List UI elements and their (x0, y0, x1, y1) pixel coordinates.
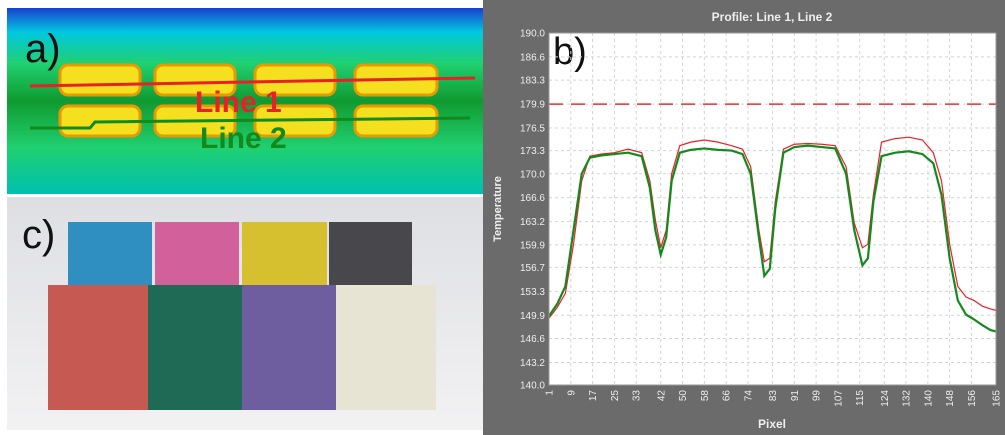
thermal-image: a) Line 1 Line 2 (7, 8, 483, 194)
chart-title: Profile: Line 1, Line 2 (712, 10, 833, 24)
x-tick-label: 50 (678, 390, 689, 402)
x-tick-label: 165 (992, 390, 1003, 407)
y-tick-label: 179.9 (520, 100, 545, 111)
y-axis-label: Temperature (492, 176, 504, 242)
x-tick-label: 1 (545, 390, 556, 396)
x-tick-label: 115 (855, 390, 866, 406)
line-label: Line 2 (200, 122, 287, 155)
x-axis-label: Pixel (758, 417, 786, 431)
x-tick-label: 132 (902, 390, 913, 407)
x-tick-label: 83 (768, 390, 779, 402)
y-tick-label: 170.0 (520, 169, 545, 180)
x-tick-label: 33 (632, 390, 643, 402)
y-tick-label: 166.6 (520, 193, 545, 204)
panel-label: b) (553, 31, 587, 73)
y-tick-label: 146.6 (520, 334, 545, 345)
x-tick-label: 140 (923, 390, 934, 407)
x-tick-label: 99 (812, 390, 823, 402)
x-tick-label: 42 (656, 390, 667, 402)
x-tick-label: 66 (722, 390, 733, 402)
y-tick-label: 143.2 (520, 358, 545, 369)
x-tick-label: 124 (880, 390, 891, 407)
x-tick-label: 9 (566, 390, 577, 396)
cubes-photo: c) (7, 197, 483, 430)
y-tick-label: 183.3 (520, 76, 545, 87)
x-tick-label: 58 (700, 390, 711, 402)
x-tick-label: 156 (967, 390, 978, 407)
x-tick-label: 74 (743, 390, 754, 402)
y-tick-label: 149.9 (520, 311, 545, 322)
line-label: Line 1 (195, 86, 282, 119)
y-tick-label: 176.5 (520, 124, 545, 135)
y-tick-label: 186.6 (520, 52, 545, 63)
x-tick-label: 148 (945, 390, 956, 407)
y-tick-label: 159.9 (520, 240, 545, 251)
y-tick-label: 190.0 (520, 29, 545, 40)
x-tick-label: 91 (790, 390, 801, 402)
panel-label: c) (22, 213, 55, 257)
y-tick-label: 153.3 (520, 287, 545, 298)
x-tick-label: 107 (833, 390, 844, 407)
x-tick-label: 17 (588, 390, 599, 402)
figure: a) Line 1 Line 2 c) Profile: Line 1, Lin… (0, 0, 1005, 435)
y-tick-label: 156.7 (520, 263, 545, 274)
x-tick-label: 25 (610, 390, 621, 402)
y-tick-label: 163.2 (520, 217, 545, 228)
y-tick-label: 140.0 (520, 381, 545, 392)
y-tick-label: 173.3 (520, 146, 545, 157)
panel-label: a) (25, 27, 61, 71)
